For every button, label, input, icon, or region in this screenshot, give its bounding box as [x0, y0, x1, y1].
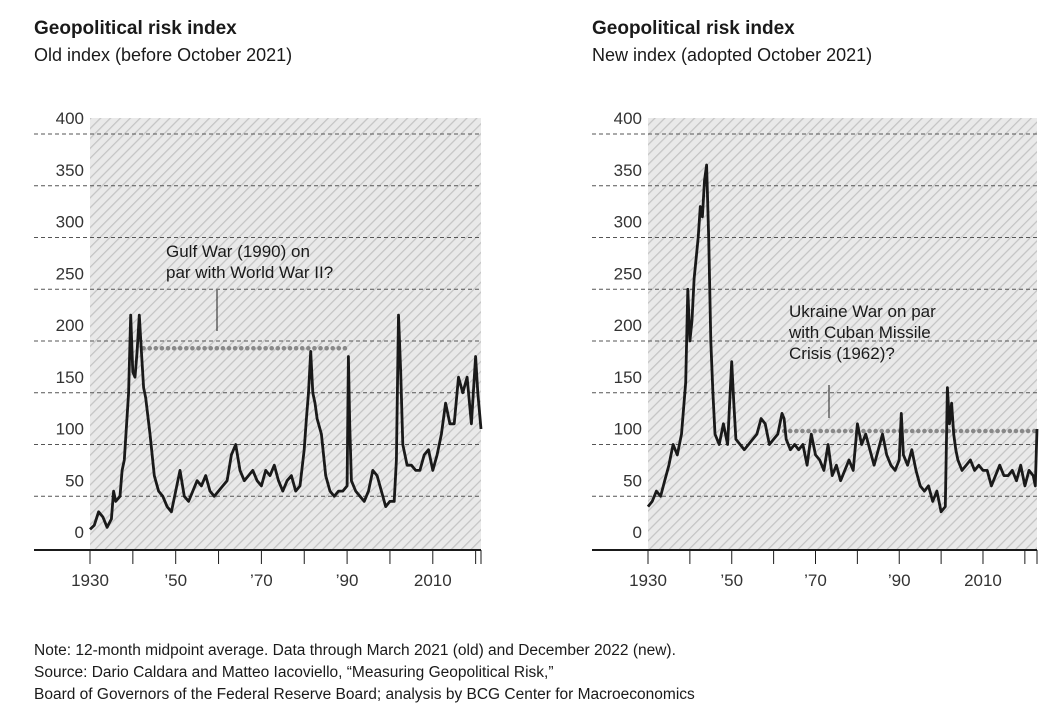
x-tick-label: 1930: [71, 571, 109, 590]
x-tick-label: ’90: [888, 571, 911, 590]
y-tick-label: 150: [614, 368, 642, 387]
x-tick-label: ’70: [250, 571, 273, 590]
y-tick-label: 400: [56, 109, 84, 128]
annotation-text: par with World War II?: [166, 263, 333, 282]
y-tick-label: 400: [614, 109, 642, 128]
y-tick-label: 100: [56, 420, 84, 439]
annotation-text: with Cuban Missile: [788, 323, 931, 342]
note-line: Note: 12-month midpoint average. Data th…: [34, 642, 676, 659]
y-tick-label: 250: [614, 264, 642, 283]
y-tick-label: 200: [614, 316, 642, 335]
x-tick-label: 2010: [414, 571, 452, 590]
chart-new-index: 0 50 100 150 200 250 300 350 400 1930 ’50 ’70 ’90 201…: [592, 109, 1039, 590]
y-tick-label: 300: [614, 213, 642, 232]
y-tick-label: 50: [65, 471, 84, 490]
y-tick-label: 250: [56, 264, 84, 283]
chart-1-subtitle: Old index (before October 2021): [34, 45, 293, 65]
y-tick-label: 0: [75, 523, 84, 542]
annotation-text: Gulf War (1990) on: [166, 242, 310, 261]
chart-2-subtitle: New index (adopted October 2021): [592, 45, 873, 65]
y-tick-label: 50: [623, 471, 642, 490]
x-tick-label: 2010: [964, 571, 1002, 590]
chart-1-title: Geopolitical risk index: [34, 18, 237, 39]
y-tick-label: 350: [56, 161, 84, 180]
chart-2-title: Geopolitical risk index: [592, 18, 795, 39]
y-tick-label: 0: [633, 523, 642, 542]
x-tick-label: 1930: [629, 571, 667, 590]
source-line-2: Board of Governors of the Federal Reserv…: [34, 686, 695, 703]
charts-canvas: 0 50 100 150 200 250 300 350 400 1930 ’50 ’70 ’90 201…: [34, 109, 1039, 590]
source-line: Source: Dario Caldara and Matteo Iacovie…: [34, 664, 554, 681]
annotation-text: Ukraine War on par: [789, 302, 936, 321]
x-tick-label: ’50: [164, 571, 187, 590]
y-tick-label: 350: [614, 161, 642, 180]
y-tick-label: 200: [56, 316, 84, 335]
gpr-series-line: [646, 163, 1039, 514]
chart-notes: Note: 12-month midpoint average. Data th…: [34, 640, 695, 706]
x-tick-label: ’70: [804, 571, 827, 590]
x-tick-label: ’90: [336, 571, 359, 590]
chart-old-index: 0 50 100 150 200 250 300 350 400 1930 ’50 ’70 ’90 201…: [34, 109, 483, 590]
annotation-text: Crisis (1962)?: [789, 344, 895, 363]
y-tick-label: 100: [614, 420, 642, 439]
y-tick-label: 300: [56, 213, 84, 232]
y-tick-label: 150: [56, 368, 84, 387]
gpr-series-line: [89, 313, 483, 531]
x-tick-label: ’50: [720, 571, 743, 590]
